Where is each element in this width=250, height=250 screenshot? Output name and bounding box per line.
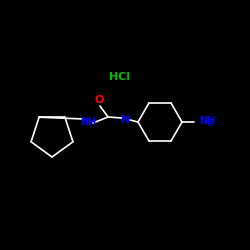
Text: O: O xyxy=(94,95,104,105)
Text: HCl: HCl xyxy=(110,72,130,82)
Text: 2: 2 xyxy=(208,121,212,127)
Text: N: N xyxy=(122,115,130,125)
Text: NH: NH xyxy=(199,116,215,126)
Text: NH: NH xyxy=(80,117,96,127)
